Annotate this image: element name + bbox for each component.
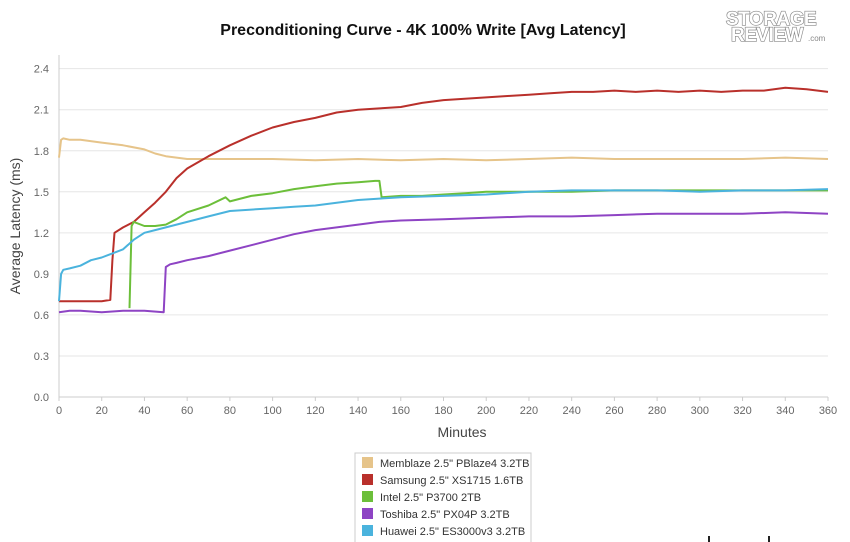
legend-entry-3: Toshiba 2.5" PX04P 3.2TB [380, 509, 510, 521]
storage-review-logo: STORAGE REVIEW .com [725, 8, 826, 46]
legend-swatch-2 [362, 491, 373, 502]
y-tick-label: 2.1 [34, 105, 49, 117]
y-tick-label: 1.2 [34, 228, 49, 240]
x-tick-label: 20 [96, 405, 108, 417]
y-tick-label: 0.3 [34, 351, 49, 363]
series-line-1 [59, 86, 829, 303]
x-axis-ticks: 0 20 40 60 80 100 120 140 160 180 200 220 240 260 280 3… [56, 397, 837, 417]
x-tick-label: 40 [138, 405, 150, 417]
x-tick-label: 140 [349, 405, 367, 417]
x-tick-label: 260 [605, 405, 623, 417]
y-tick-label: 0.6 [34, 310, 49, 322]
y-tick-label: 1.8 [34, 146, 49, 158]
legend-entry-2: Intel 2.5" P3700 2TB [380, 492, 481, 504]
legend-swatch-3 [362, 508, 373, 519]
x-tick-label: 200 [477, 405, 495, 417]
series-line-3 [58, 211, 829, 314]
y-axis-ticks: 0.0 0.3 0.6 0.9 1.2 1.5 1.8 2.1 2.4 [34, 64, 49, 404]
logo-line1: STORAGE [726, 9, 816, 30]
x-tick-label: 240 [562, 405, 580, 417]
series-lines [58, 86, 829, 314]
legend-entry-4: Huawei 2.5" ES3000v3 3.2TB [380, 526, 525, 538]
x-tick-label: 360 [819, 405, 837, 417]
legend-swatch-4 [362, 525, 373, 536]
x-axis-label: Minutes [437, 424, 486, 440]
x-tick-label: 340 [776, 405, 794, 417]
legend-entry-1: Samsung 2.5" XS1715 1.6TB [380, 475, 523, 487]
y-tick-label: 0.0 [34, 392, 49, 404]
series-line-4 [58, 188, 829, 302]
y-tick-label: 1.5 [34, 187, 49, 199]
series-line-0 [58, 137, 829, 162]
x-tick-label: 160 [392, 405, 410, 417]
legend-box [354, 452, 532, 542]
x-tick-label: 120 [306, 405, 324, 417]
x-tick-label: 100 [263, 405, 281, 417]
bottom-right-decoration [708, 536, 770, 542]
x-tick-label: 280 [648, 405, 666, 417]
x-tick-label: 80 [224, 405, 236, 417]
y-tick-label: 2.4 [34, 64, 49, 76]
x-tick-label: 60 [181, 405, 193, 417]
x-tick-label: 300 [691, 405, 709, 417]
y-axis-label: Average Latency (ms) [7, 158, 23, 295]
x-tick-label: 220 [520, 405, 538, 417]
x-tick-label: 180 [434, 405, 452, 417]
x-tick-label: 0 [56, 405, 62, 417]
chart-title: Preconditioning Curve - 4K 100% Write [A… [220, 22, 625, 39]
y-tick-label: 0.9 [34, 269, 49, 281]
series-line-2 [128, 179, 828, 309]
x-tick-label: 320 [733, 405, 751, 417]
logo-line2: REVIEW [731, 25, 804, 46]
legend-swatch-0 [362, 457, 373, 468]
legend: Memblaze 2.5" PBlaze4 3.2TB Samsung 2.5" … [354, 452, 532, 542]
legend-entry-0: Memblaze 2.5" PBlaze4 3.2TB [380, 458, 529, 470]
legend-swatch-1 [362, 474, 373, 485]
logo-suffix: .com [808, 34, 826, 43]
